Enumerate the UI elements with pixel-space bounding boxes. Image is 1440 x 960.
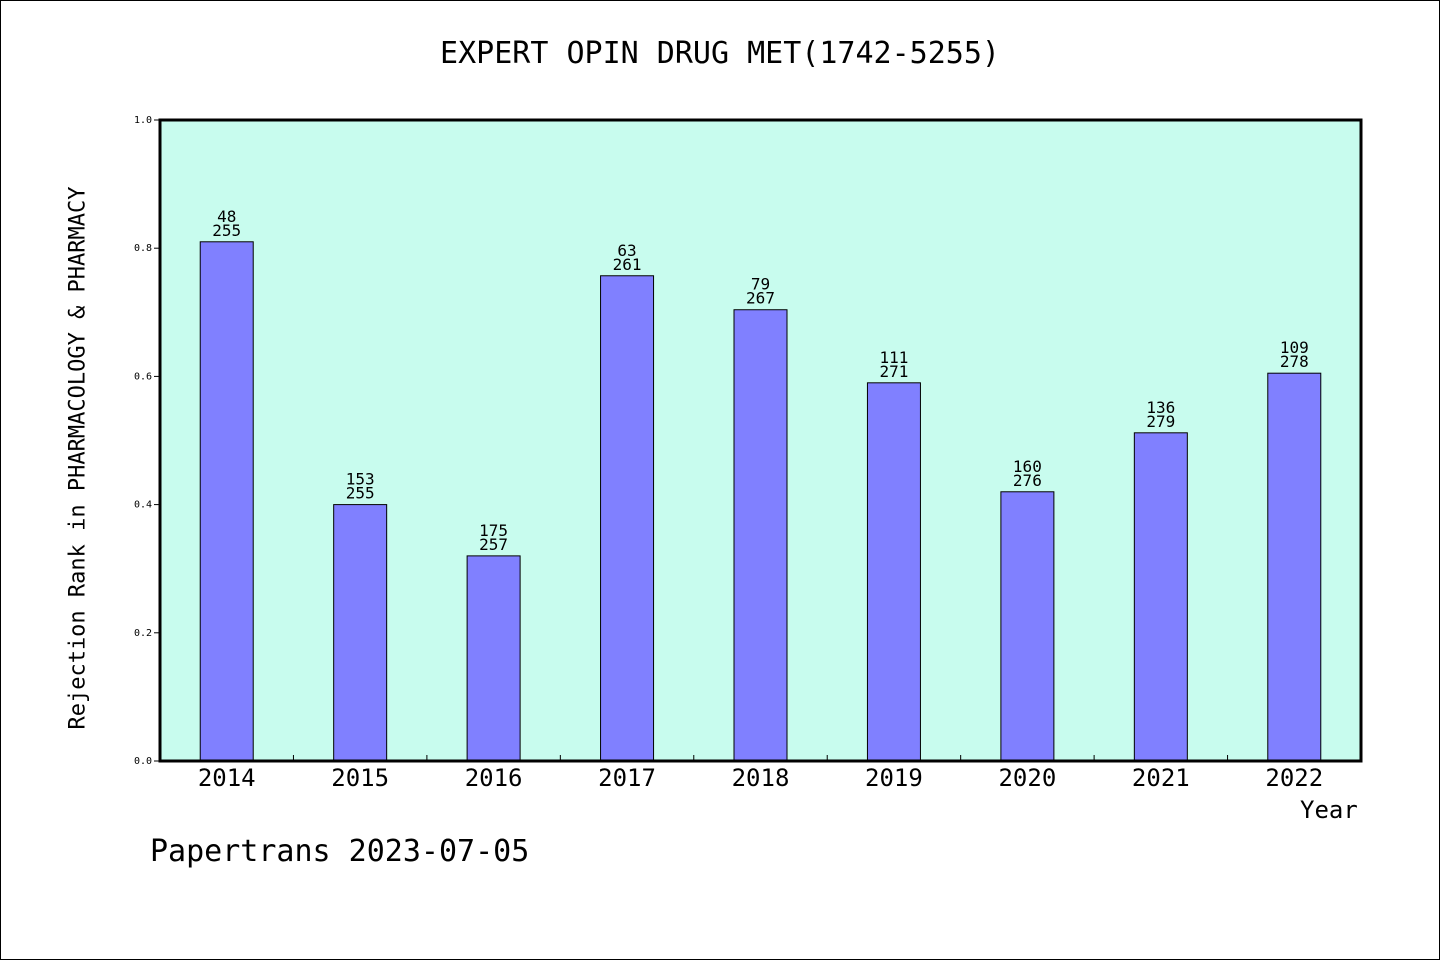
bar bbox=[733, 309, 788, 762]
x-tick-label: 2015 bbox=[331, 764, 389, 792]
bar-total-label: 255 bbox=[212, 221, 241, 240]
chart-title: EXPERT OPIN DRUG MET(1742-5255) bbox=[440, 36, 1000, 71]
x-tick-label: 2022 bbox=[1265, 764, 1323, 792]
bar-rank-label: 175 bbox=[479, 521, 508, 540]
bar bbox=[333, 504, 388, 762]
x-axis-label: Year bbox=[1300, 796, 1358, 824]
bar-total-label: 278 bbox=[1280, 352, 1309, 371]
x-tick-label: 2019 bbox=[865, 764, 923, 792]
x-tick-label: 2014 bbox=[198, 764, 256, 792]
bar-total-label: 267 bbox=[746, 289, 775, 308]
plot-area: 0.00.20.40.60.81.04825520141532552015175… bbox=[134, 115, 1363, 792]
y-tick-label: 0.4 bbox=[134, 500, 152, 511]
bar-rank-label: 109 bbox=[1280, 338, 1309, 357]
bar bbox=[1267, 372, 1322, 762]
bar-rank-label: 111 bbox=[879, 348, 908, 367]
x-tick-label: 2016 bbox=[465, 764, 523, 792]
bar-rank-label: 160 bbox=[1013, 457, 1042, 476]
bar bbox=[866, 382, 921, 762]
bar-rank-label: 153 bbox=[346, 470, 375, 489]
y-tick-label: 0.6 bbox=[134, 371, 152, 382]
y-tick-label: 0.0 bbox=[134, 756, 152, 767]
bar-total-label: 261 bbox=[613, 255, 642, 274]
bar bbox=[600, 275, 655, 762]
x-tick-label: 2017 bbox=[598, 764, 656, 792]
bar-total-label: 271 bbox=[879, 362, 908, 381]
bar bbox=[466, 555, 521, 762]
x-tick-label: 2021 bbox=[1132, 764, 1190, 792]
footer-credit: Papertrans 2023-07-05 bbox=[150, 834, 530, 869]
bar-total-label: 255 bbox=[346, 484, 375, 503]
bar-total-label: 279 bbox=[1146, 412, 1175, 431]
bar-total-label: 276 bbox=[1013, 471, 1042, 490]
x-tick-label: 2020 bbox=[998, 764, 1056, 792]
plot-border bbox=[158, 118, 1363, 763]
bar bbox=[199, 241, 254, 762]
bar-rank-label: 48 bbox=[217, 207, 236, 226]
y-tick-label: 0.8 bbox=[134, 243, 152, 254]
bar-rank-label: 63 bbox=[617, 241, 636, 260]
y-tick-label: 1.0 bbox=[134, 115, 152, 126]
bar-rank-label: 79 bbox=[751, 275, 770, 294]
y-tick-label: 0.2 bbox=[134, 628, 152, 639]
bar-total-label: 257 bbox=[479, 535, 508, 554]
x-tick-label: 2018 bbox=[732, 764, 790, 792]
bar bbox=[1133, 432, 1188, 762]
bar-rank-label: 136 bbox=[1146, 398, 1175, 417]
bar bbox=[1000, 491, 1055, 762]
